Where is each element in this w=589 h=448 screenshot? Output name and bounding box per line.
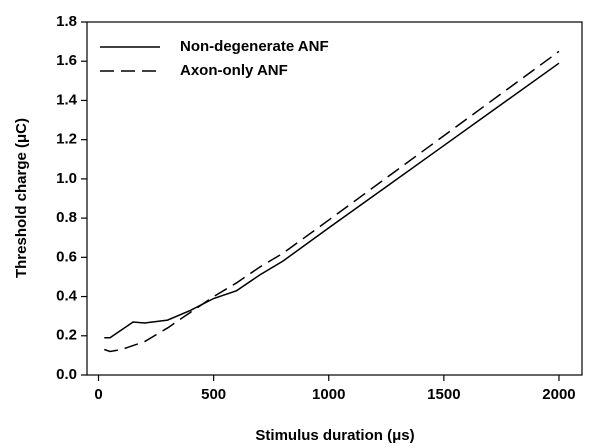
y-tick-label: 1.4 — [56, 91, 78, 108]
x-tick-label: 500 — [201, 386, 226, 403]
legend-label: Axon-only ANF — [180, 62, 288, 79]
y-tick-label: 1.8 — [56, 13, 77, 30]
y-tick-label: 0.0 — [56, 366, 77, 383]
y-tick-label: 1.6 — [56, 52, 77, 69]
series-line — [104, 50, 560, 353]
y-tick-label: 0.6 — [56, 248, 77, 265]
x-axis-label: Stimulus duration (μs) — [255, 427, 414, 444]
y-tick-label: 0.2 — [56, 327, 77, 344]
legend-label: Non-degenerate ANF — [180, 38, 329, 55]
x-tick-label: 0 — [94, 386, 102, 403]
series-line — [104, 62, 560, 339]
x-tick-label: 1500 — [427, 386, 460, 403]
x-tick-label: 1000 — [312, 386, 345, 403]
y-tick-label: 1.2 — [56, 131, 77, 148]
y-tick-label: 0.8 — [56, 209, 77, 226]
plot-frame — [86, 21, 583, 376]
y-tick-label: 0.4 — [56, 288, 78, 305]
y-axis-label: Threshold charge (μC) — [13, 118, 30, 278]
y-tick-label: 1.0 — [56, 170, 77, 187]
x-tick-label: 2000 — [542, 386, 575, 403]
